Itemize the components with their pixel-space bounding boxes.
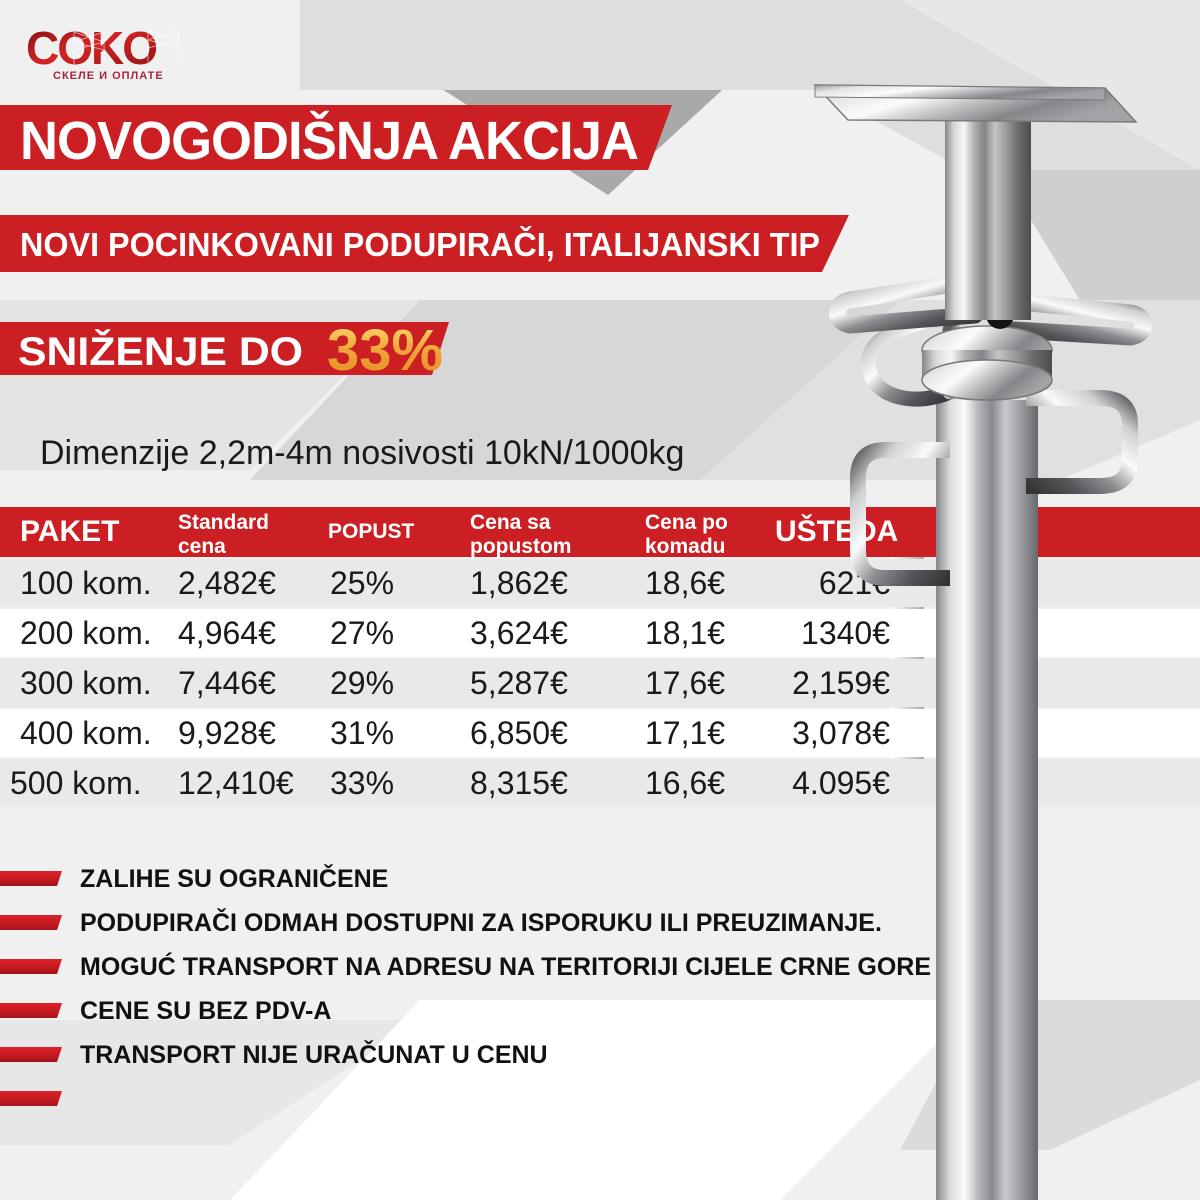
svg-text:SNIŽENJE DO: SNIŽENJE DO xyxy=(18,328,303,374)
svg-text:NOVOGODIŠNJA AKCIJA: NOVOGODIŠNJA AKCIJA xyxy=(20,110,638,170)
svg-text:COKO: COKO xyxy=(26,22,156,74)
svg-text:NOVI POCINKOVANI PODUPIRAČI, I: NOVI POCINKOVANI PODUPIRAČI, ITALIJANSKI… xyxy=(20,225,820,263)
svg-text:СКЕЛЕ И ОПЛАТЕ: СКЕЛЕ И ОПЛАТЕ xyxy=(53,70,164,82)
svg-text:33%: 33% xyxy=(327,322,443,375)
